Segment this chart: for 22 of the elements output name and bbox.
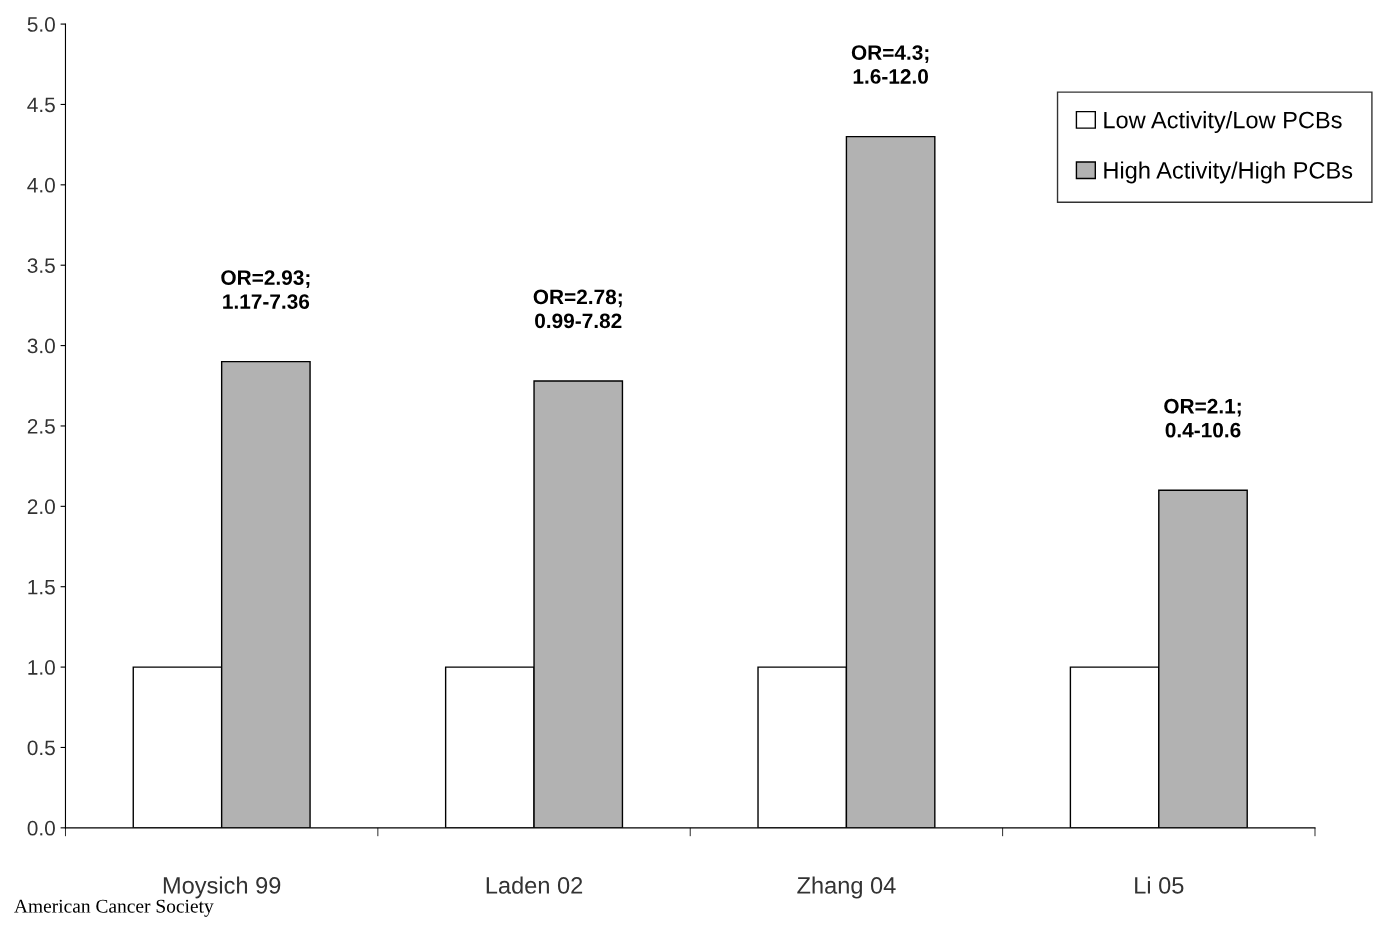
y-tick-label: 2.5 — [27, 418, 55, 434]
x-tick-label: Moysich 99 — [163, 876, 281, 899]
x-tick-label: Laden 02 — [486, 876, 583, 894]
y-tick-label: 5.0 — [27, 17, 55, 32]
y-tick-label: 3.5 — [27, 258, 55, 273]
y-tick-label: 1.5 — [28, 579, 55, 595]
x-tick-label: Li 05 — [1135, 876, 1184, 894]
y-tick-label: 4.5 — [27, 97, 55, 113]
annotation: OR=2.78; 0.99-7.82 — [533, 289, 622, 329]
y-tick-label: 0.0 — [27, 820, 55, 836]
y-tick-label: 4.0 — [27, 177, 55, 193]
y-tick-label: 1.0 — [28, 660, 55, 675]
y-tick-label: 2.0 — [27, 499, 55, 515]
x-tick-label: Zhang 04 — [797, 876, 896, 899]
legend-label: High Activity/High PCBs — [1104, 161, 1353, 184]
text: American Cancer Society — [14, 899, 214, 917]
annotation: OR=2.93; 1.17-7.36 — [221, 270, 310, 309]
y-tick-label: 3.0 — [27, 338, 55, 354]
annotation: OR=2.1; 0.4-10.6 — [1164, 398, 1241, 438]
legend-label: Low Activity/Low PCBs — [1104, 111, 1342, 134]
annotation: OR=4.3; 1.6-12.0 — [851, 45, 929, 84]
y-tick-label: 0.5 — [27, 740, 55, 756]
